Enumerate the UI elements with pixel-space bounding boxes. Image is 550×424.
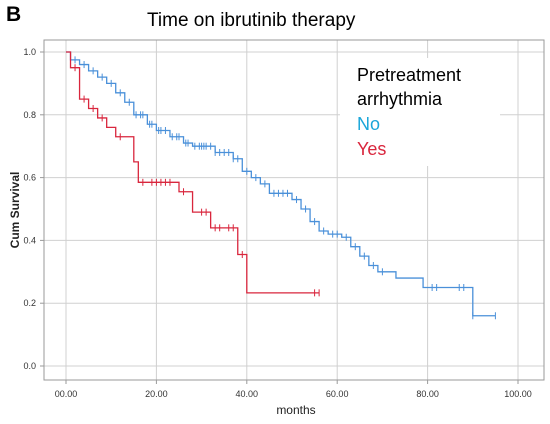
series-no [66, 51, 496, 320]
y-tick-label: 0.4 [23, 235, 36, 245]
y-tick-label: 0.0 [23, 361, 36, 371]
chart-title: Time on ibrutinib therapy [147, 10, 356, 31]
x-tick-label: 40.00 [236, 389, 259, 399]
series-yes [66, 51, 320, 297]
grid [44, 40, 544, 380]
y-tick-label: 1.0 [23, 47, 36, 57]
legend-title-line1: Pretreatment [357, 65, 461, 85]
x-tick-label: 80.00 [416, 389, 439, 399]
legend-box [340, 58, 500, 166]
panel-letter: B [6, 3, 22, 26]
y-axis-label: Cum Survival [8, 172, 22, 249]
legend-title-line2: arrhythmia [357, 89, 443, 109]
x-axis-label: months [276, 403, 315, 417]
x-tick-label: 00.00 [55, 389, 78, 399]
survival-curve-yes [66, 51, 320, 294]
x-tick-label: 20.00 [145, 389, 168, 399]
plot-frame [43, 39, 545, 381]
x-tick-label: 100.00 [504, 389, 532, 399]
legend-entry-no: No [357, 114, 380, 134]
y-tick-label: 0.8 [23, 110, 36, 120]
y-tick-label: 0.2 [23, 298, 36, 308]
axes: 00.00 20.00 40.00 60.00 80.00 100.00 0.0 0.2 0.4… [23, 39, 545, 399]
x-tick-label: 60.00 [326, 389, 349, 399]
legend-entry-yes: Yes [357, 139, 386, 159]
series-layer [66, 51, 496, 320]
y-tick-label: 0.6 [23, 173, 36, 183]
